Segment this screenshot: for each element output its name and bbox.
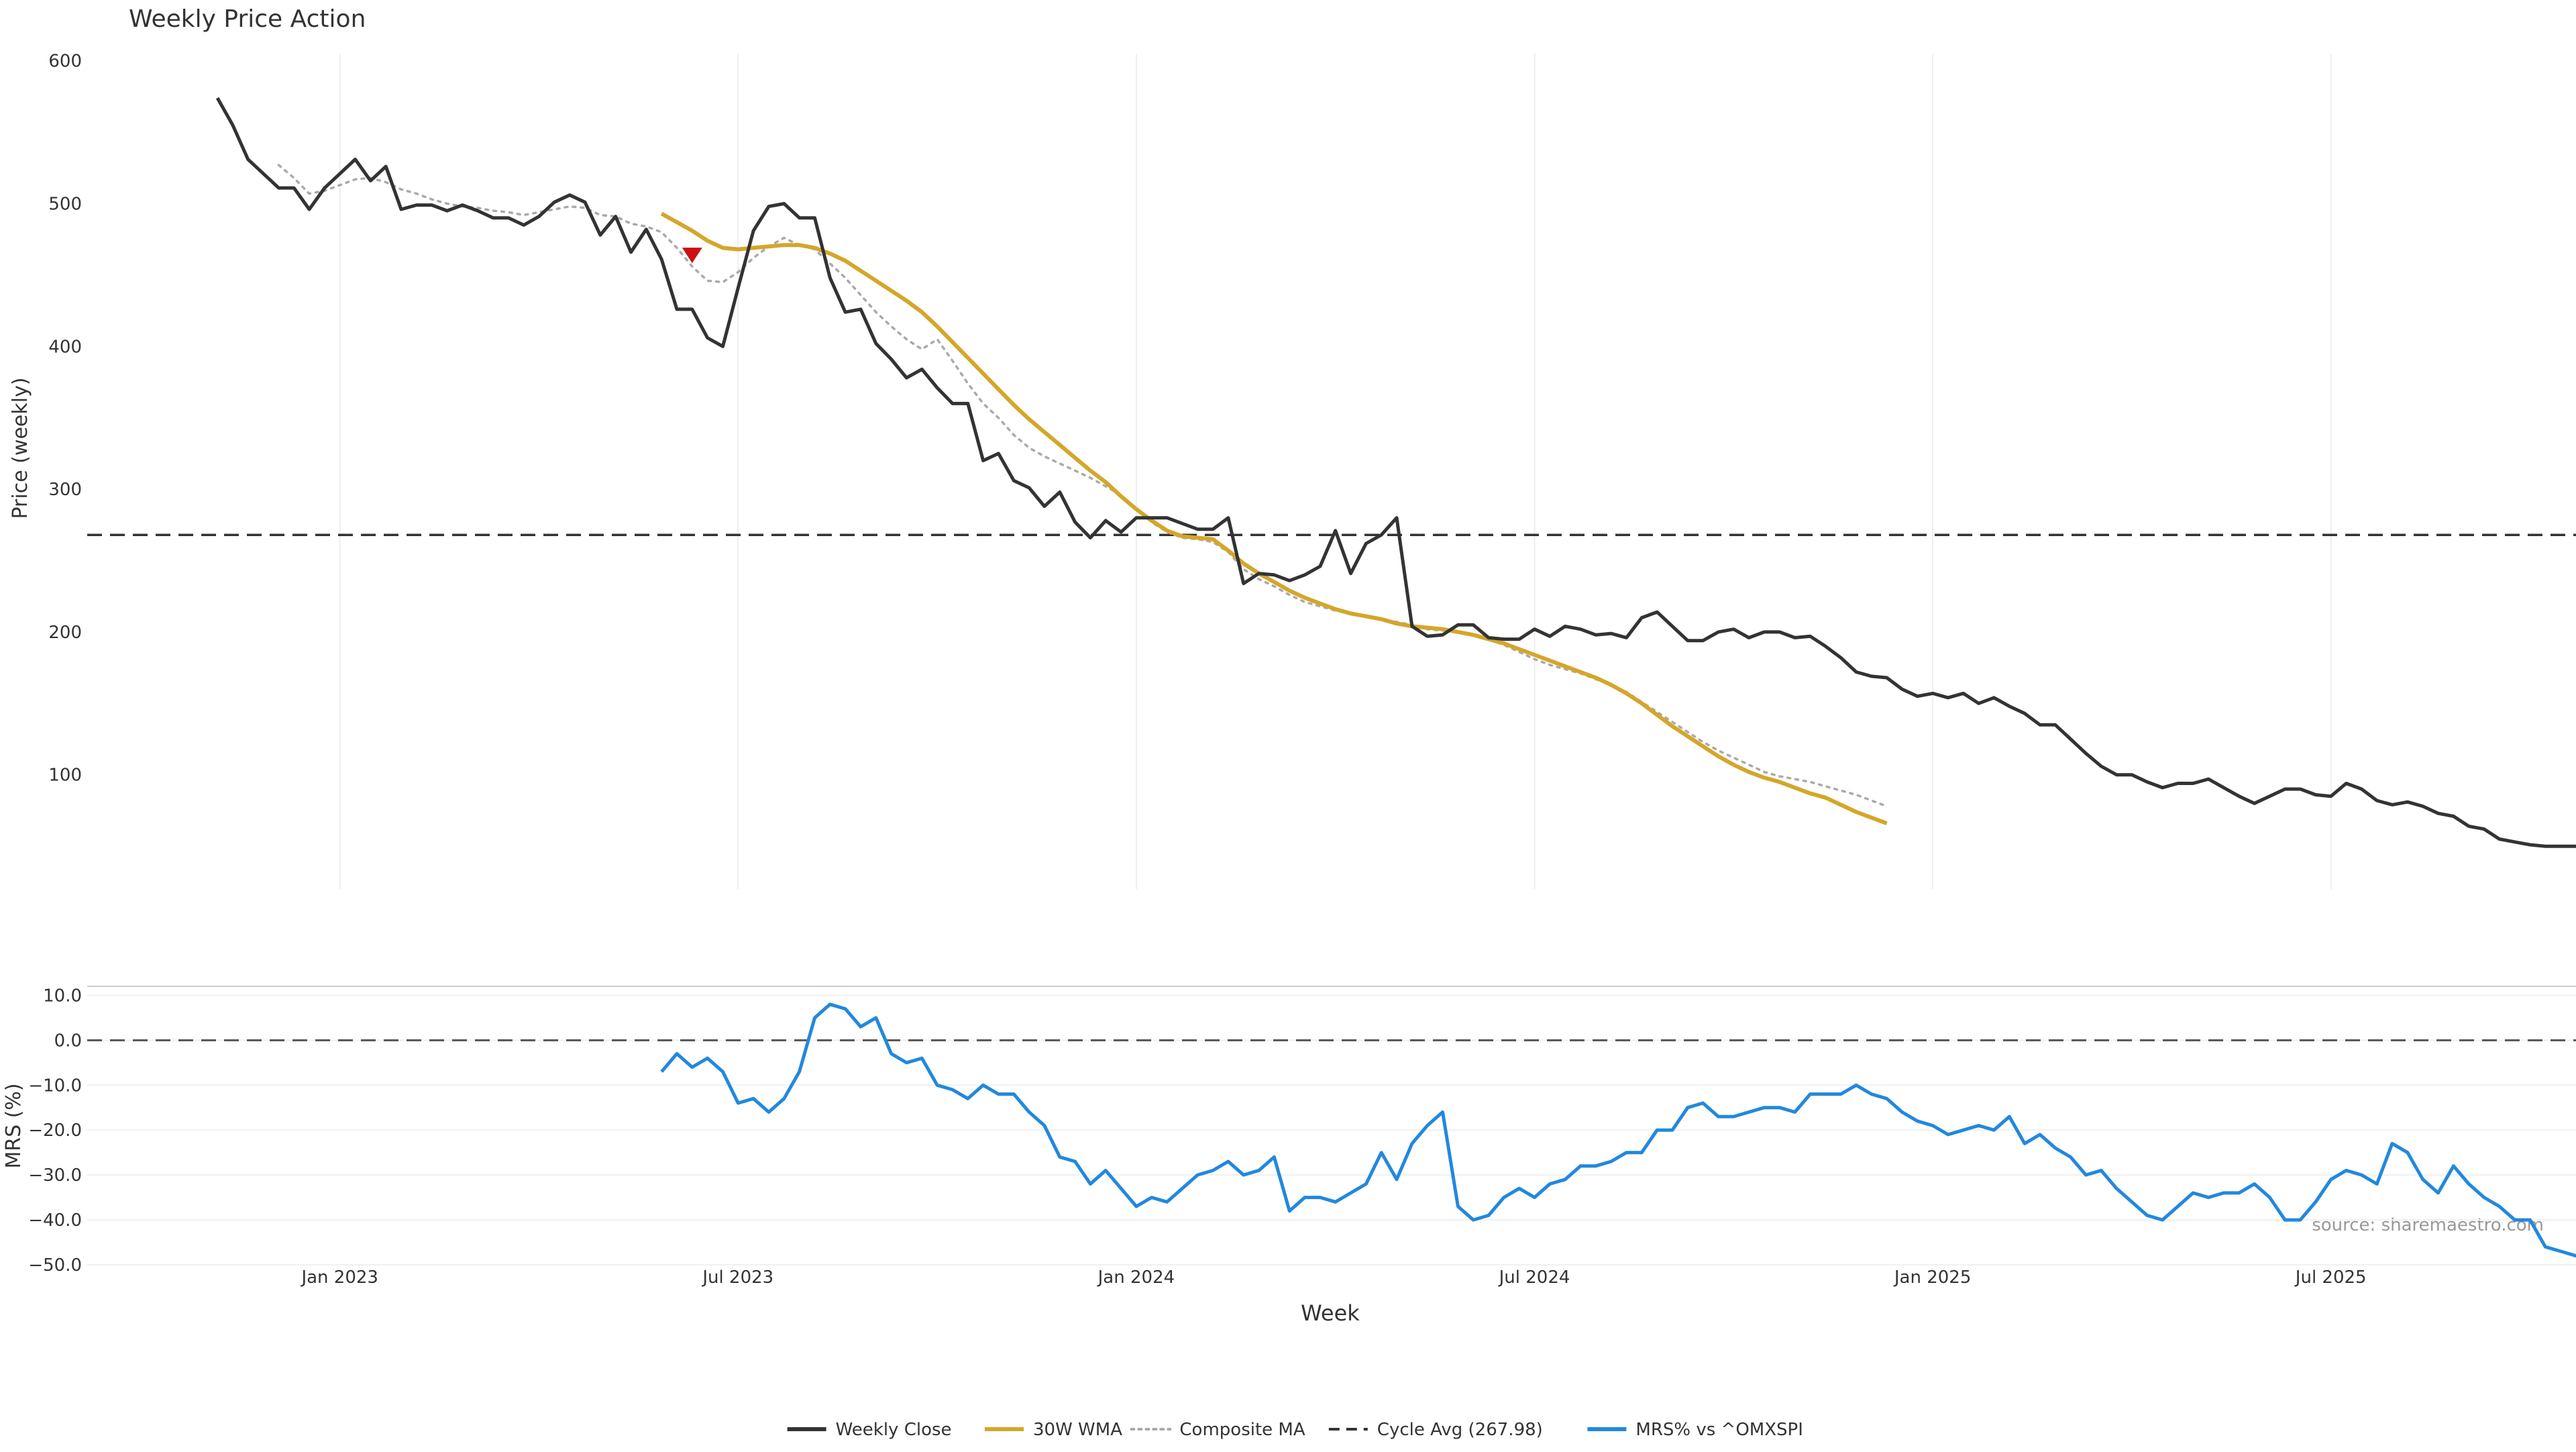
x-tick-2: Jan 2024 (1097, 1267, 1175, 1288)
x-tick-0: Jan 2023 (300, 1267, 378, 1288)
legend-label-1: 30W WMA (1033, 1420, 1122, 1440)
mrs-y-tick-1: 0.0 (54, 1031, 82, 1051)
legend-label-0: Weekly Close (836, 1420, 952, 1440)
mrs-y-tick-5: −40.0 (28, 1210, 82, 1231)
x-tick-3: Jul 2024 (1498, 1267, 1570, 1288)
x-tick-1: Jul 2023 (701, 1267, 773, 1288)
x-tick-5: Jul 2025 (2294, 1267, 2367, 1288)
mrs-line (660, 1002, 2576, 1258)
price-panel: 100 200 300 400 500 600 (48, 52, 2576, 889)
weekly-close-line (215, 97, 2576, 848)
mrs-y-tick-0: 10.0 (43, 986, 82, 1006)
x-axis-label: Week (1301, 1300, 1360, 1326)
price-y-tick-5: 600 (48, 52, 82, 72)
price-y-tick-3: 400 (48, 337, 82, 357)
price-y-tick-1: 200 (48, 623, 82, 643)
price-y-tick-4: 500 (48, 194, 82, 214)
mrs-y-tick-6: −50.0 (28, 1255, 82, 1276)
watermark: source: sharemaestro.com (2312, 1215, 2544, 1235)
price-y-tick-0: 100 (48, 766, 82, 786)
sell-marker-0 (682, 248, 702, 264)
chart-title: Weekly Price Action (129, 5, 366, 33)
price-y-tick-2: 300 (48, 480, 82, 500)
mrs-y-tick-4: −30.0 (28, 1165, 82, 1186)
legend: Weekly Close 30W WMA Composite MA Cycle Avg… (787, 1420, 1803, 1440)
legend-label-3: Cycle Avg (267.98) (1377, 1420, 1543, 1440)
legend-label-4: MRS% vs ^OMXSPI (1635, 1420, 1803, 1440)
mrs-panel: 10.0 0.0 −10.0 −20.0 −30.0 −40.0 −50.0 Jan 2023… (28, 986, 2576, 1288)
mrs-y-tick-2: −10.0 (28, 1076, 82, 1096)
legend-label-2: Composite MA (1179, 1420, 1305, 1440)
price-y-axis-label: Price (weekly) (9, 377, 32, 519)
mrs-y-tick-3: −20.0 (28, 1121, 82, 1141)
wma-30w-line (660, 211, 1888, 825)
x-tick-4: Jan 2025 (1893, 1267, 1972, 1288)
mrs-y-axis-label: MRS (%) (2, 1083, 25, 1168)
